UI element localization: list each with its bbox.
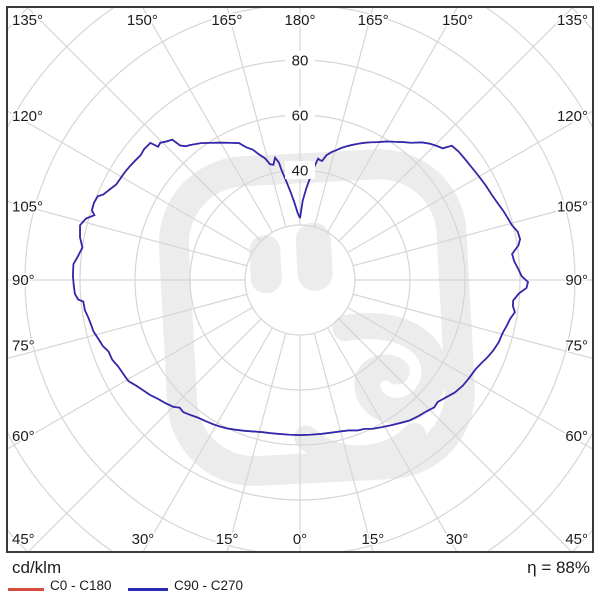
grid-spoke-345 [226, 332, 287, 552]
angle-tick-label-45deg-left: 45° [12, 531, 35, 548]
grid-spoke-285 [7, 293, 248, 360]
angle-tick-label-90deg-left: 90° [12, 272, 35, 289]
grid-spoke-225 [26, 7, 262, 242]
angle-tick-label-120deg-left: 120° [12, 108, 43, 125]
legend-label-c90-c270: C90 - C270 [174, 578, 244, 593]
legend-swatch-c90-c270 [128, 588, 168, 591]
grid-spoke-315 [27, 318, 262, 552]
ring-label-60: 60 [292, 108, 309, 125]
angle-tick-label-150deg-right: 150° [442, 12, 473, 29]
unit-label: cd/klm [12, 558, 62, 577]
grid-spoke-165 [313, 7, 374, 228]
grid-spoke-30 [326, 327, 458, 552]
angle-tick-label-15deg-right: 15° [362, 531, 385, 548]
efficiency-label: η = 88% [527, 558, 590, 577]
angle-tick-label-75deg-right: 75° [565, 338, 588, 355]
angle-tick-label-120deg-right: 120° [557, 108, 588, 125]
angle-tick-label-105deg-right: 105° [557, 198, 588, 215]
ring-label-80: 80 [292, 53, 309, 70]
angle-tick-label-30deg-right: 30° [446, 531, 469, 548]
grid-spoke-45 [338, 318, 573, 552]
angle-tick-label-165deg-right: 165° [358, 12, 389, 29]
angle-tick-label-60deg-left: 60° [12, 428, 35, 445]
angle-tick-label-105deg-left: 105° [12, 198, 43, 215]
grid-spoke-75 [352, 293, 593, 360]
angle-tick-label-45deg-right: 45° [565, 531, 588, 548]
angle-tick-label-165deg-left: 165° [211, 12, 242, 29]
legend-label-c0-c180: C0 - C180 [50, 578, 112, 593]
angle-tick-label-135deg-right: 135° [557, 12, 588, 29]
legend-swatch-c0-c180 [8, 588, 44, 591]
angle-tick-label-180deg-right: 180° [284, 12, 315, 29]
ring-label-bg [285, 106, 315, 124]
angle-tick-label-60deg-right: 60° [565, 428, 588, 445]
grid-spoke-255 [7, 200, 248, 267]
grid-spoke-240 [7, 110, 253, 254]
angle-tick-label-75deg-left: 75° [12, 338, 35, 355]
grid-spoke-135 [338, 7, 574, 242]
ring-label-40: 40 [292, 163, 309, 180]
grid-spoke-195 [226, 7, 287, 228]
brand-watermark-shape [249, 235, 282, 294]
brand-watermark-shape [294, 422, 427, 470]
grid-spoke-15 [313, 332, 374, 552]
brand-watermark-shape [332, 313, 448, 424]
grid-spoke-300 [7, 306, 253, 450]
angle-tick-label-15deg-left: 15° [216, 531, 239, 548]
brand-watermark-shape [295, 222, 333, 291]
grid-spoke-150 [326, 7, 459, 233]
ring-label-bg [285, 161, 315, 179]
angle-tick-label-90deg-right: 90° [565, 272, 588, 289]
plot-border [6, 6, 594, 553]
angle-tick-label-0deg-right: 0° [293, 531, 307, 548]
angle-tick-label-135deg-left: 135° [12, 12, 43, 29]
angle-tick-label-150deg-left: 150° [127, 12, 158, 29]
grid-spoke-120 [347, 110, 593, 254]
angle-tick-label-30deg-left: 30° [132, 531, 155, 548]
grid-spoke-330 [142, 327, 274, 552]
ring-label-bg [285, 51, 315, 69]
grid-spoke-210 [141, 7, 274, 233]
curve-c90-c270 [72, 138, 529, 436]
grid-spoke-105 [352, 200, 593, 267]
